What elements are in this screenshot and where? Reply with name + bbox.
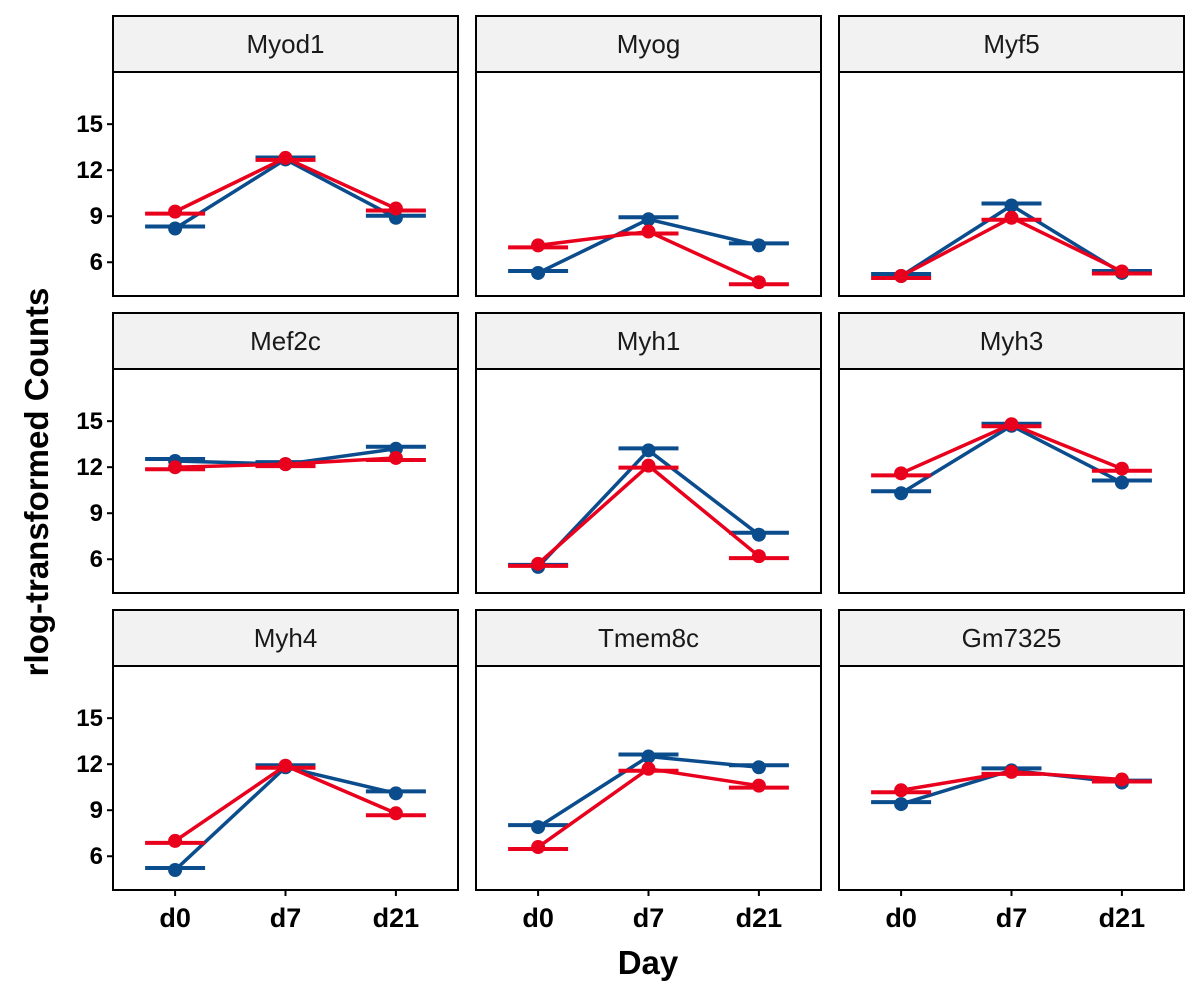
data-point [531, 820, 546, 835]
facet-strip-label: Mef2c [250, 326, 321, 356]
data-point [1114, 475, 1129, 490]
data-point [1114, 772, 1129, 787]
data-point [168, 833, 183, 848]
data-point [751, 238, 766, 253]
facet-strip [475, 609, 822, 667]
data-point [894, 466, 909, 481]
data-point [894, 269, 909, 284]
facet-panel-myh1: Myh1 [475, 312, 822, 594]
facet-strip-label: Myh1 [617, 326, 681, 356]
facet-strip-label: Gm7325 [962, 623, 1062, 653]
data-point [641, 761, 656, 776]
data-point [388, 201, 403, 216]
data-point [894, 486, 909, 501]
data-point [641, 749, 656, 764]
facet-panel-mef2c: Mef2c 6 9 12 15 [76, 312, 459, 594]
data-point [531, 840, 546, 855]
x-tick-label: d7 [633, 903, 665, 933]
data-point [278, 457, 293, 472]
x-tick-label: d0 [522, 903, 554, 933]
facet-panel-tmem8c: Tmem8c d0 d7 d21 [475, 609, 822, 933]
data-point [168, 204, 183, 219]
x-tick-label: d21 [736, 903, 783, 933]
data-point [1004, 198, 1019, 213]
data-point [751, 275, 766, 290]
data-point [894, 797, 909, 812]
data-point [531, 238, 546, 253]
y-tick-label: 15 [76, 408, 103, 435]
x-tick-label: d7 [270, 903, 302, 933]
facet-strip [112, 15, 459, 73]
facet-panel-myf5: Myf5 [838, 15, 1185, 297]
facet-strip-label: Myog [617, 29, 681, 59]
facet-strip-label: Myf5 [983, 29, 1039, 59]
data-point [168, 221, 183, 236]
data-point [751, 549, 766, 564]
facet-strip [112, 312, 459, 370]
x-tick-label: d21 [1099, 903, 1146, 933]
data-point [641, 212, 656, 227]
data-point [751, 527, 766, 542]
y-tick-label: 15 [76, 705, 103, 732]
x-tick-label: d0 [159, 903, 191, 933]
data-point [388, 806, 403, 821]
y-axis-title: rlog-transformed Counts [18, 288, 55, 677]
facet-strip-label: Myh3 [980, 326, 1044, 356]
y-tick-label: 15 [76, 111, 103, 138]
facet-strip [112, 609, 459, 667]
data-point [751, 778, 766, 793]
y-tick-label: 12 [76, 454, 103, 481]
panel-border [475, 71, 822, 297]
x-tick-label: d21 [373, 903, 420, 933]
y-tick-label: 6 [90, 843, 103, 870]
facet-panel-myh3: Myh3 [838, 312, 1185, 594]
data-point [641, 458, 656, 473]
facet-panel-myod1: Myod1 6 9 12 15 [76, 15, 459, 297]
data-point [641, 443, 656, 458]
facet-panel-myog: Myog [475, 15, 822, 297]
facet-strip-label: Myod1 [246, 29, 324, 59]
y-tick-label: 6 [90, 546, 103, 573]
data-point [1004, 764, 1019, 779]
data-point [388, 786, 403, 801]
data-point [1004, 417, 1019, 432]
facet-strip [838, 312, 1185, 370]
panel-border [475, 665, 822, 891]
panel-border [838, 71, 1185, 297]
data-point [641, 224, 656, 239]
data-point [168, 460, 183, 475]
facet-strip [475, 15, 822, 73]
panel-border [112, 71, 459, 297]
facet-panel-myh4: Myh4 6 9 12 15 d0 d7 d21 [76, 609, 459, 933]
facet-panel-gm7325: Gm7325 d0 d7 d21 [838, 609, 1185, 933]
facet-strip-label: Myh4 [254, 623, 318, 653]
y-tick-label: 6 [90, 249, 103, 276]
data-point [531, 556, 546, 571]
y-tick-label: 9 [90, 203, 103, 230]
panel-border [112, 368, 459, 594]
data-point [751, 760, 766, 775]
data-point [894, 783, 909, 798]
data-point [531, 265, 546, 280]
x-tick-label: d7 [996, 903, 1028, 933]
data-point [388, 450, 403, 465]
data-point [1114, 461, 1129, 476]
data-point [168, 863, 183, 878]
y-tick-label: 9 [90, 797, 103, 824]
panel-border [112, 665, 459, 891]
data-point [1004, 210, 1019, 225]
y-tick-label: 12 [76, 157, 103, 184]
x-tick-label: d0 [885, 903, 917, 933]
data-point [278, 150, 293, 165]
data-point [1114, 264, 1129, 279]
y-tick-label: 12 [76, 751, 103, 778]
data-point [278, 758, 293, 773]
facet-strip-label: Tmem8c [598, 623, 699, 653]
facet-strip [838, 15, 1185, 73]
x-axis-title: Day [618, 944, 679, 981]
y-tick-label: 9 [90, 500, 103, 527]
facet-strip [475, 312, 822, 370]
